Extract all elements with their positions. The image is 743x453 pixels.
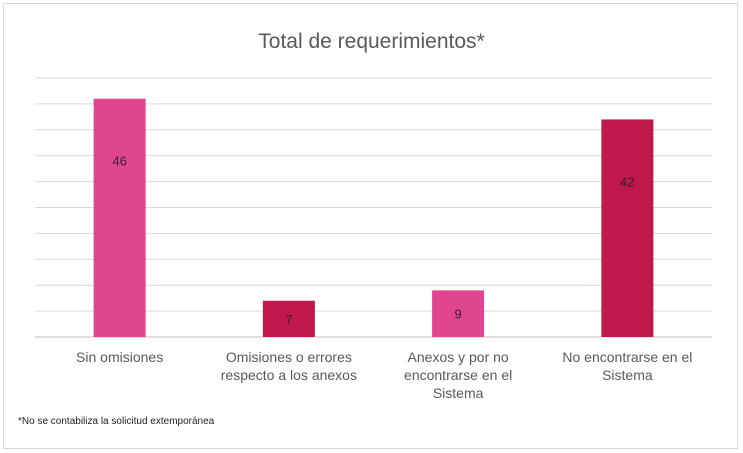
bar [262, 300, 315, 337]
x-axis-labels: Sin omisiones Omisiones o errores respecto… [76, 349, 692, 401]
gridlines [35, 77, 712, 338]
x-tick-label: encontrarse en el [404, 367, 512, 383]
data-label: 7 [285, 312, 292, 327]
x-tick-label: Sistema [433, 385, 484, 401]
data-labels: 46 7 9 42 [112, 154, 634, 327]
x-tick-label: Anexos y por no [408, 349, 509, 365]
chart-title: Total de requerimientos* [258, 30, 485, 53]
data-label: 42 [620, 174, 634, 189]
footnote: *No se contabiliza la solicitud extempor… [18, 416, 215, 427]
x-tick-label: Omisiones o errores [226, 349, 352, 365]
x-tick-label: Sistema [602, 367, 653, 383]
bar [601, 119, 654, 337]
x-tick-label: Sin omisiones [76, 349, 163, 365]
data-label: 46 [112, 154, 126, 169]
bar [93, 98, 146, 337]
data-label: 9 [455, 307, 462, 322]
bars [93, 98, 654, 337]
x-tick-label: No encontrarse en el [562, 349, 692, 365]
bar [432, 290, 485, 337]
x-tick-label: respecto a los anexos [221, 367, 357, 383]
